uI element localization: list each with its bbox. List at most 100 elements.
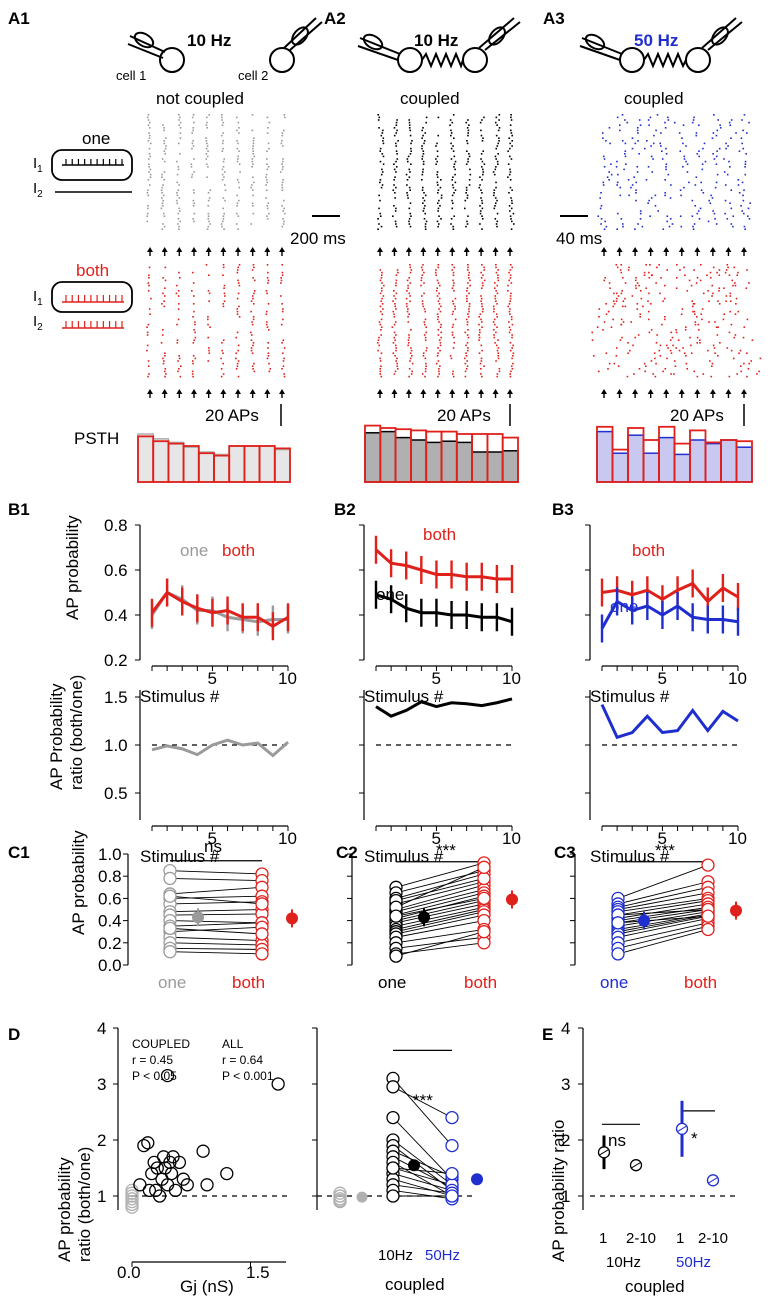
raster-spike [281,134,284,137]
c-pair-line [169,877,263,882]
raster-spike [605,303,607,305]
c-point-one [163,945,177,959]
raster-spike [208,114,211,116]
raster-spike [423,218,426,220]
raster-spike [692,225,694,228]
arrow-head [709,389,716,394]
raster-spike [716,129,719,132]
raster-spike [727,266,729,269]
raster-spike [510,228,513,230]
raster-spike [608,282,611,284]
stim-one-I1: I1 [33,155,43,175]
raster-spike [453,215,455,217]
raster-spike [396,129,398,132]
raster-spike [267,202,270,204]
raster-spike [466,269,469,271]
e-ylabel: AP probability ratio [549,1120,568,1262]
d-point-coupled [142,1183,157,1198]
raster-spike [421,189,424,191]
psth-a2 [364,424,519,483]
c-mean-both [730,904,742,917]
raster-spike [191,147,193,150]
b-yticklabel-top: 0.2 [104,651,128,670]
a1-state: not coupled [156,89,244,108]
raster-spike [266,215,268,217]
d-pair-line [392,1167,453,1175]
raster-spike [437,116,440,119]
raster-spike [421,186,424,189]
raster-spike [452,310,454,313]
raster-spike [605,225,608,228]
raster-spike [165,145,167,147]
raster-spike [421,274,424,276]
raster-spike [435,163,437,165]
raster-spike [420,266,423,269]
raster-spike [744,173,747,176]
raster-spike [693,116,695,119]
raster-spike [713,347,716,349]
c-pair-line [169,947,263,950]
raster-spike [449,124,451,126]
raster-spike [421,269,424,271]
raster-spike [481,218,484,220]
raster-spike [410,349,413,352]
raster-spike [620,292,623,295]
c-pair-line [617,929,709,955]
raster-spike [394,197,396,199]
arrow-head [405,247,412,252]
raster-spike [223,228,225,230]
raster-spike [748,218,751,220]
raster-spike [510,218,512,220]
raster-spike [467,160,469,163]
b-xticklabel-bottom: 5 [657,829,666,848]
raster-spike [612,305,615,308]
raster-spike [679,189,682,191]
raster-spike [423,321,426,323]
raster-spike [146,192,149,194]
raster-spike [452,176,454,178]
raster-spike [421,155,424,158]
raster-spike [393,127,396,129]
raster-spike [451,179,454,181]
raster-spike [451,326,454,328]
raster-spike [392,342,395,344]
raster-spike [440,331,442,334]
raster-spike [683,155,686,158]
raster-spike [725,142,727,145]
raster-spike [657,210,659,212]
raster-spike [466,150,468,152]
raster-spike [282,365,285,367]
raster-spike [252,147,254,150]
raster-spike [758,370,760,373]
raster-spike [493,287,496,289]
raster-spike [192,129,194,132]
raster-spike [628,194,630,197]
raster-spike [421,300,424,302]
raster-spike [280,142,283,145]
raster-spike [464,362,467,365]
raster-spike [697,323,700,326]
psth-bar-one [440,440,458,483]
raster-spike [221,349,224,352]
raster-spike [161,192,163,194]
d-point-coupled [137,1138,151,1153]
raster-spike [236,212,238,215]
raster-spike [665,153,668,155]
raster-spike [406,310,409,313]
raster-spike [465,352,467,354]
raster-spike [479,176,481,178]
raster-spike [283,220,285,223]
d-xtick-1: 1.5 [246,1263,270,1282]
raster-spike [206,121,208,124]
raster-spike [423,192,425,194]
raster-spike [608,362,611,365]
raster-spike [207,225,210,228]
raster-spike [635,199,637,202]
raster-spike [468,308,470,310]
raster-spike [645,264,647,266]
raster-spike [665,166,667,168]
raster-spike [685,145,687,147]
raster-spike [492,171,495,173]
raster-spike [465,121,468,124]
raster-spike [194,323,196,326]
